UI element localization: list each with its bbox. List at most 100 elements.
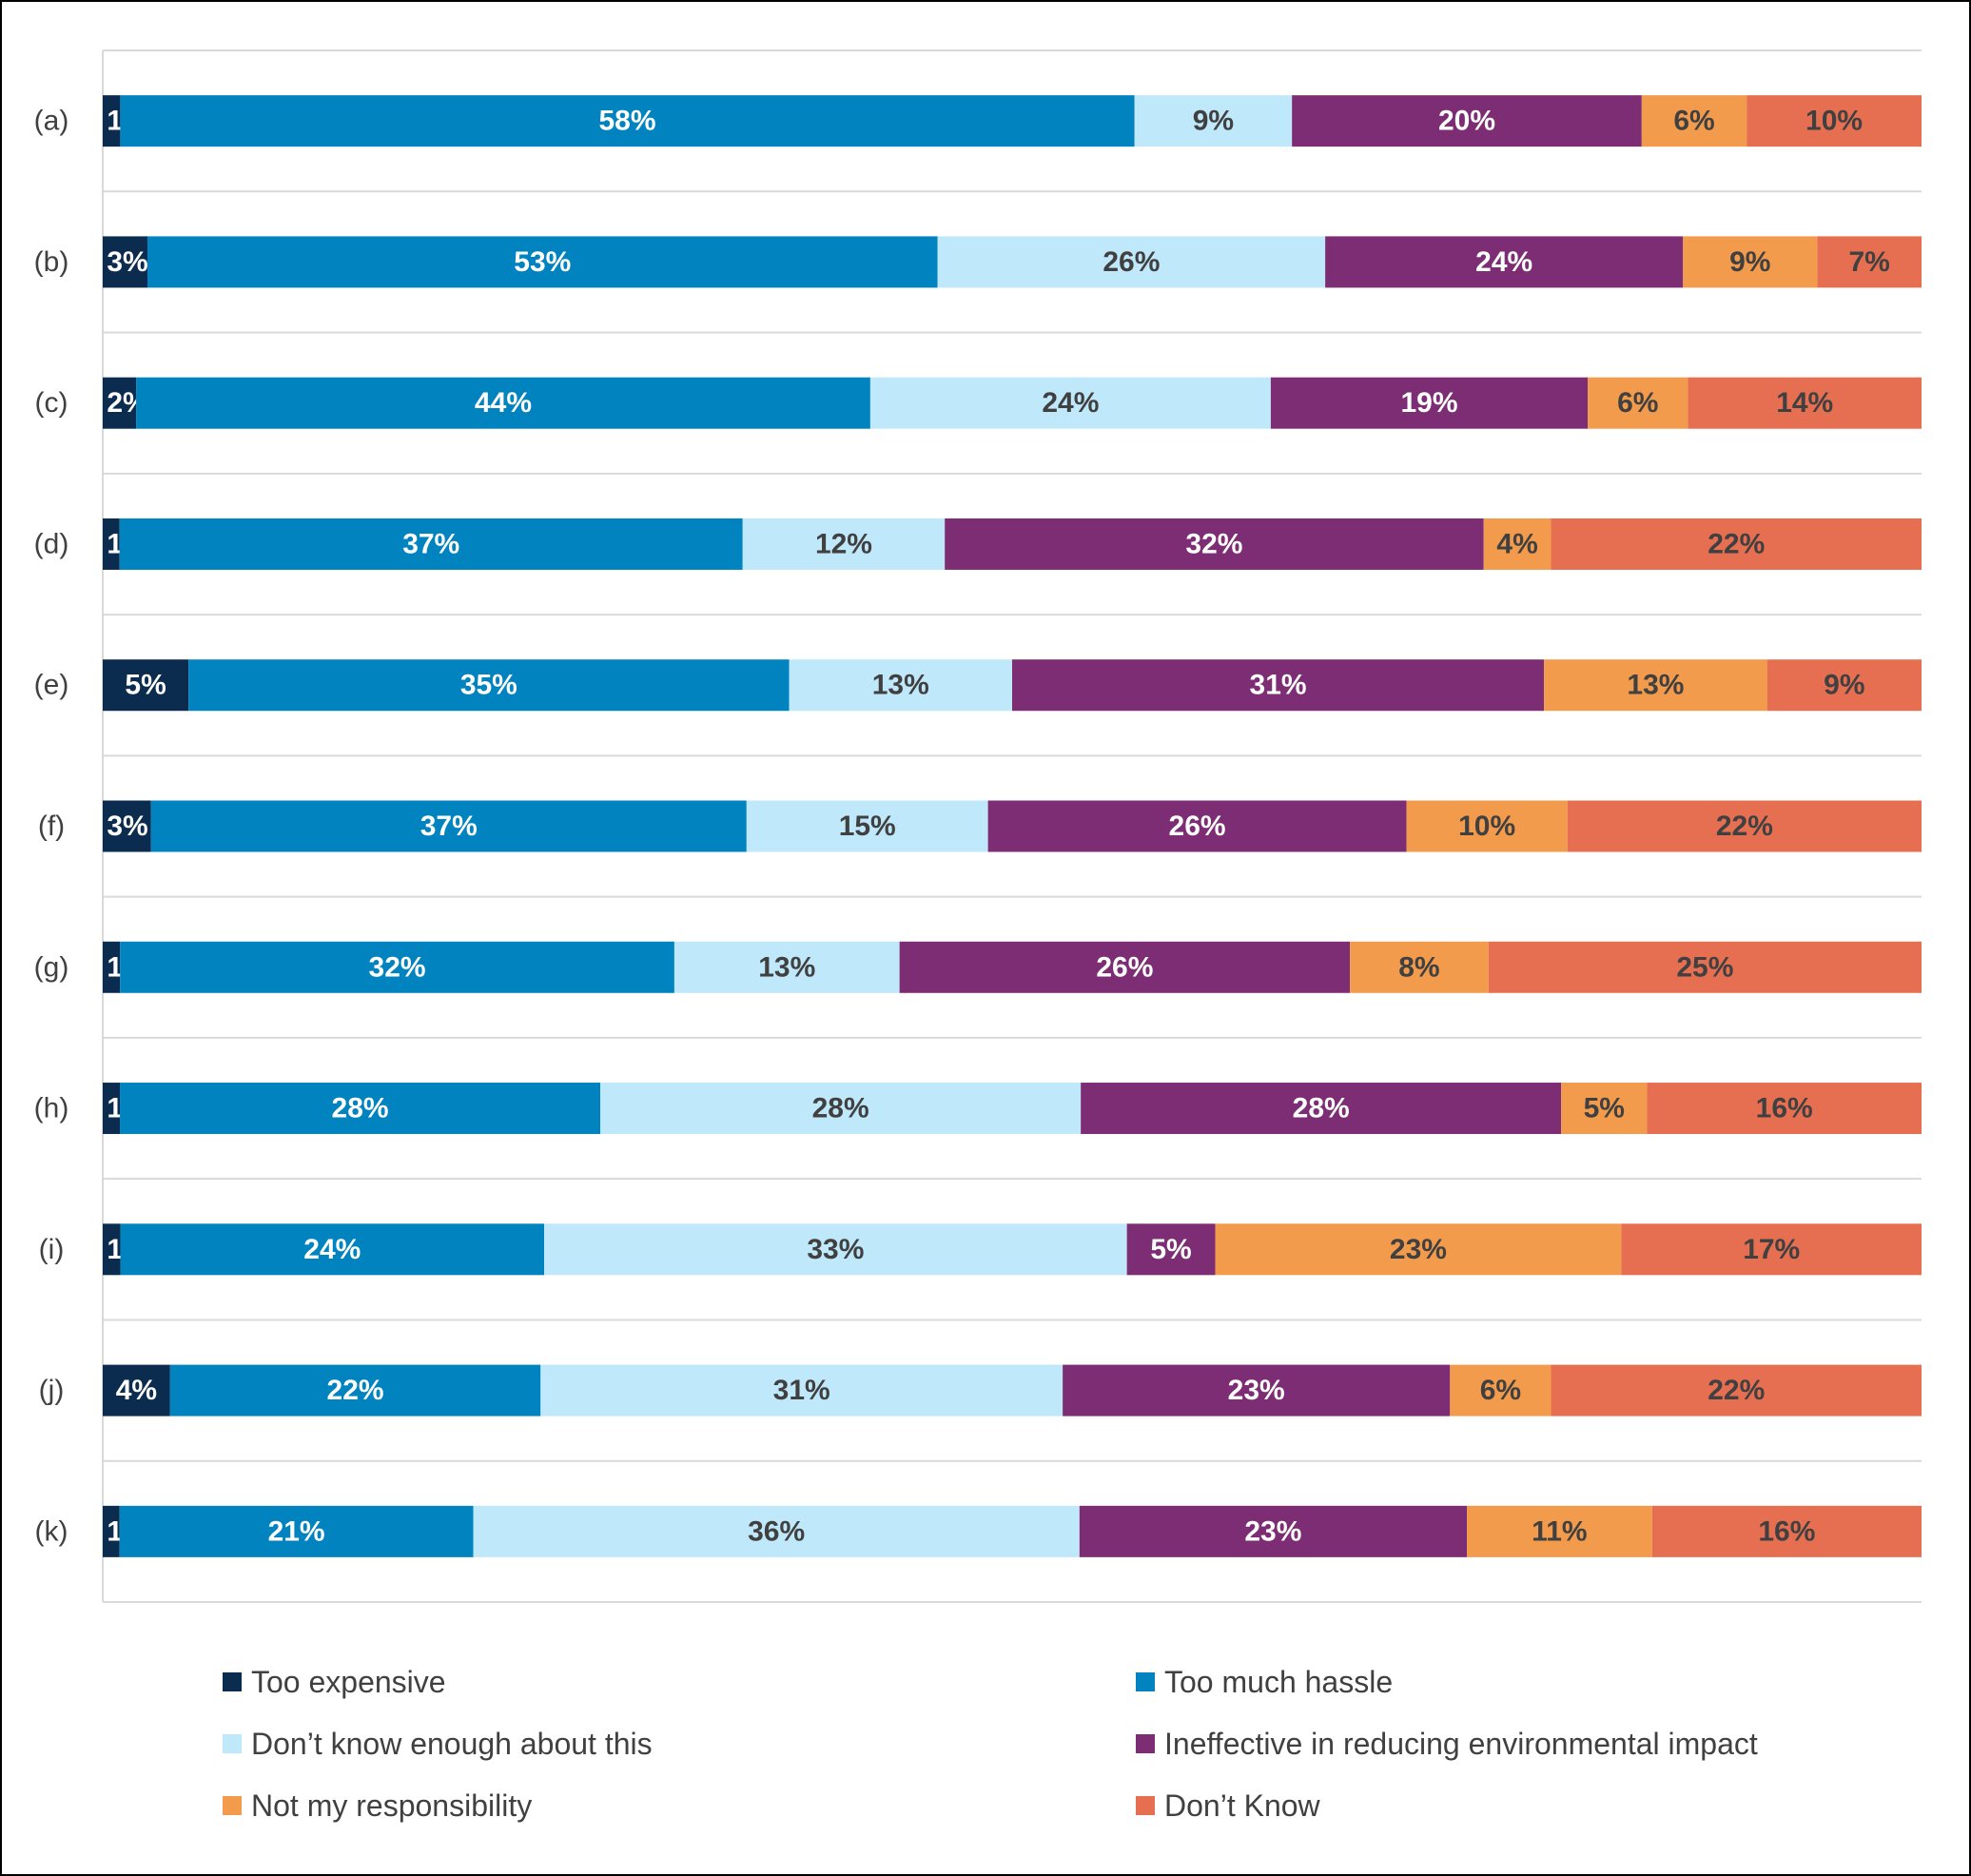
bars: 1%58%9%20%6%10%3%53%26%24%9%7%2%44%24%19… (103, 95, 1922, 1557)
bar-segment (937, 236, 1326, 288)
bar-segment (945, 518, 1484, 570)
data-label: 15% (839, 811, 896, 842)
bar-segment (544, 1223, 1127, 1276)
legend-item: Too expensive (223, 1665, 446, 1699)
bar-segment (1350, 941, 1489, 993)
bar-segment (119, 1505, 474, 1557)
bar-segment (1641, 95, 1747, 147)
bar-segment (1688, 377, 1922, 429)
data-label: 16% (1758, 1515, 1815, 1547)
data-label: 28% (332, 1093, 389, 1124)
bar-segment (1488, 941, 1922, 993)
data-label: 10% (1458, 811, 1515, 842)
data-label: 53% (514, 246, 571, 278)
bar-segment (1551, 1364, 1922, 1417)
data-label: 23% (1390, 1234, 1447, 1265)
bar-segment (1588, 377, 1688, 429)
data-label: 5% (1150, 1234, 1191, 1265)
data-label: 5% (1584, 1093, 1625, 1124)
bar-segment (119, 518, 743, 570)
data-label: 9% (1824, 670, 1864, 701)
data-label: 9% (1729, 246, 1770, 278)
legend-item: Not my responsibility (223, 1788, 532, 1823)
bar-row: 1%58%9%20%6%10% (103, 95, 1922, 147)
data-label: 4% (116, 1375, 157, 1406)
bar-segment (1126, 1223, 1216, 1276)
bar-segment (103, 236, 148, 288)
data-label: 3% (107, 246, 147, 278)
bar-segment (1012, 659, 1545, 712)
bar-segment (742, 518, 946, 570)
bar-segment (188, 659, 790, 712)
bar-segment (1292, 95, 1642, 147)
data-label: 8% (1398, 951, 1439, 983)
data-label: 6% (1480, 1375, 1521, 1406)
bar-segment (987, 800, 1407, 852)
bar-segment (103, 518, 120, 570)
data-label: 13% (758, 951, 815, 983)
bar-row: 3% 37% 15% 26% 10% 22% (103, 800, 1922, 852)
data-label: 31% (1250, 670, 1307, 701)
bar-segment (789, 659, 1012, 712)
data-label: 37% (420, 811, 478, 842)
data-label: 3% (107, 811, 147, 842)
category-label: (e) (34, 670, 69, 701)
data-label: 22% (1708, 528, 1765, 559)
bar-row: 1%24%33%5%23%17% (103, 1223, 1922, 1276)
bar-segment (103, 800, 151, 852)
data-label: 32% (369, 951, 426, 983)
data-label: 31% (773, 1375, 830, 1406)
data-label: 6% (1673, 106, 1714, 137)
legend-swatch (223, 1672, 242, 1691)
data-label: 4% (1496, 528, 1537, 559)
data-label: 26% (1103, 246, 1160, 278)
data-label: 23% (1228, 1375, 1285, 1406)
data-label: 44% (475, 387, 532, 419)
bar-segment (899, 941, 1351, 993)
legend-label: Not my responsibility (251, 1788, 532, 1823)
bar-segment (1567, 800, 1922, 852)
category-label: (d) (34, 528, 69, 559)
legend-label: Ineffective in reducing environmental im… (1164, 1727, 1758, 1761)
data-label: 6% (1617, 387, 1658, 419)
bar-segment (1651, 1505, 1922, 1557)
bar-segment (103, 1083, 121, 1135)
data-label: 28% (1293, 1093, 1350, 1124)
data-label: 26% (1096, 951, 1153, 983)
bar-segment (673, 941, 900, 993)
legend-swatch (1136, 1796, 1155, 1815)
legend-item: Ineffective in reducing environmental im… (1136, 1727, 1758, 1761)
category-labels: (a) (b) (c) (d) (e) (f) (g) (h) (i) (j) (k) (34, 106, 69, 1548)
data-label: 5% (125, 670, 166, 701)
bar-segment (1063, 1364, 1451, 1417)
bar-segment (540, 1364, 1064, 1417)
bar-segment (473, 1505, 1080, 1557)
data-label: 32% (1185, 528, 1242, 559)
data-label: 58% (599, 106, 656, 137)
legend: Too expensive Too much hassle Don’t know e… (223, 1665, 1758, 1823)
data-label: 9% (1193, 106, 1234, 137)
bar-segment (1483, 518, 1551, 570)
bar-segment (1134, 95, 1293, 147)
bar-row: 4% 22% 31% 23% 6% 22% (103, 1364, 1922, 1417)
legend-swatch (223, 1796, 242, 1815)
bar-segment (120, 1223, 545, 1276)
data-label: 22% (1708, 1375, 1765, 1406)
bar-segment (120, 941, 674, 993)
bar-row: 1%37%12%32%4%22% (103, 518, 1922, 570)
bar-segment (169, 1364, 541, 1417)
data-label: 25% (1676, 951, 1733, 983)
bar-row: 1%32%13%26%8%25% (103, 941, 1922, 993)
bar-segment (746, 800, 988, 852)
bar-segment (1766, 659, 1922, 712)
legend-label: Too expensive (251, 1665, 446, 1699)
bar-segment (120, 95, 1135, 147)
bar-segment (1467, 1505, 1652, 1557)
category-label: (j) (39, 1375, 65, 1406)
bar-segment (1621, 1223, 1922, 1276)
bar-segment (1551, 518, 1922, 570)
data-label: 12% (815, 528, 872, 559)
data-label: 33% (807, 1234, 864, 1265)
bar-row: 2% 44% 24% 19% 6% 14% (103, 377, 1922, 429)
